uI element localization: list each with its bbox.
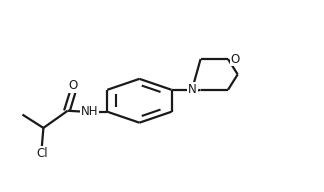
Text: O: O <box>69 79 78 93</box>
Text: NH: NH <box>81 105 98 118</box>
Text: Cl: Cl <box>36 146 48 160</box>
Text: N: N <box>188 83 197 96</box>
Text: O: O <box>230 53 240 65</box>
